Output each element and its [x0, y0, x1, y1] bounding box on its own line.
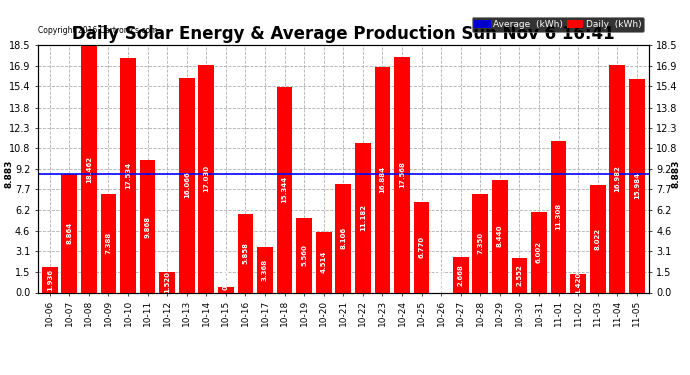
Text: 8.864: 8.864 — [66, 222, 72, 245]
Text: 18.462: 18.462 — [86, 156, 92, 183]
Text: 6.770: 6.770 — [419, 236, 424, 258]
Bar — [218, 288, 234, 292]
Bar — [531, 212, 546, 292]
Text: Copyright 2016 Cartronics.com: Copyright 2016 Cartronics.com — [38, 26, 157, 35]
Bar — [277, 87, 293, 292]
Bar — [257, 248, 273, 292]
Bar — [511, 258, 527, 292]
Text: 5.858: 5.858 — [242, 242, 248, 264]
Text: 8.440: 8.440 — [497, 225, 503, 247]
Text: 16.066: 16.066 — [184, 172, 190, 198]
Text: 8.022: 8.022 — [595, 228, 601, 250]
Text: 7.388: 7.388 — [106, 232, 111, 254]
Title: Daily Solar Energy & Average Production Sun Nov 6 16:41: Daily Solar Energy & Average Production … — [72, 26, 615, 44]
Bar — [179, 78, 195, 292]
Text: 17.030: 17.030 — [204, 165, 209, 192]
Bar — [571, 273, 586, 292]
Bar — [61, 174, 77, 292]
Text: 0.000: 0.000 — [438, 269, 444, 291]
Text: 9.868: 9.868 — [144, 215, 150, 237]
Text: 2.668: 2.668 — [457, 264, 464, 286]
Bar — [414, 202, 429, 292]
Bar — [551, 141, 566, 292]
Bar — [335, 184, 351, 292]
Text: 16.884: 16.884 — [380, 166, 386, 193]
Bar — [199, 64, 214, 292]
Legend: Average  (kWh), Daily  (kWh): Average (kWh), Daily (kWh) — [472, 17, 644, 32]
Text: 11.182: 11.182 — [360, 204, 366, 231]
Text: 11.308: 11.308 — [555, 203, 562, 230]
Bar — [629, 79, 644, 292]
Bar — [453, 257, 469, 292]
Bar — [492, 180, 508, 292]
Bar — [101, 194, 116, 292]
Bar — [81, 45, 97, 292]
Text: 1.936: 1.936 — [47, 268, 52, 291]
Text: 6.002: 6.002 — [536, 242, 542, 263]
Bar — [355, 143, 371, 292]
Text: 17.534: 17.534 — [125, 162, 131, 189]
Bar — [473, 194, 488, 292]
Text: 8.883: 8.883 — [671, 159, 680, 188]
Text: 7.350: 7.350 — [477, 232, 483, 254]
Text: 5.560: 5.560 — [301, 244, 307, 266]
Text: 16.982: 16.982 — [614, 165, 620, 192]
Text: 3.368: 3.368 — [262, 259, 268, 281]
Bar — [139, 160, 155, 292]
Bar — [296, 218, 312, 292]
Bar — [375, 67, 391, 292]
Text: 1.420: 1.420 — [575, 272, 581, 294]
Bar — [42, 267, 57, 292]
Bar — [159, 272, 175, 292]
Text: 15.344: 15.344 — [282, 176, 288, 204]
Bar — [120, 58, 136, 292]
Text: 0.378: 0.378 — [223, 268, 229, 291]
Text: 8.883: 8.883 — [4, 159, 13, 188]
Bar — [394, 57, 410, 292]
Text: 17.568: 17.568 — [399, 162, 405, 188]
Bar — [590, 185, 606, 292]
Text: 2.552: 2.552 — [516, 264, 522, 286]
Bar — [316, 232, 331, 292]
Text: 4.514: 4.514 — [321, 251, 326, 273]
Bar — [237, 214, 253, 292]
Text: 8.106: 8.106 — [340, 227, 346, 249]
Text: 15.984: 15.984 — [634, 172, 640, 199]
Text: 1.520: 1.520 — [164, 272, 170, 293]
Bar — [609, 65, 625, 292]
